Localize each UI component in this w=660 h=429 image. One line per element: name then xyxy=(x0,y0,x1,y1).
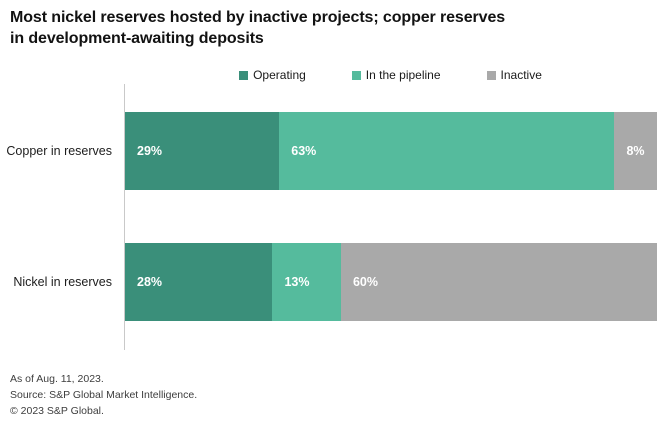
bar-segment-in-the-pipeline: 13% xyxy=(272,243,341,321)
bar-value-label: 13% xyxy=(284,275,310,289)
bar-segment-in-the-pipeline: 63% xyxy=(279,112,615,190)
stacked-bar: 28% 13% 60% xyxy=(125,243,657,321)
y-axis-line xyxy=(124,84,125,350)
legend-swatch-in-the-pipeline xyxy=(351,70,361,80)
chart-title-line-2: in development-awaiting deposits xyxy=(10,30,264,47)
bar-value-label: 8% xyxy=(626,144,645,158)
legend-swatch-inactive xyxy=(486,70,496,80)
bar-row-copper-in-reserves: Copper in reserves 29% 63% 8% xyxy=(0,112,660,190)
plot-area: Copper in reserves 29% 63% 8% Nickel in rese… xyxy=(0,84,660,350)
bar-segment-operating: 28% xyxy=(125,243,273,321)
bar-value-label: 29% xyxy=(137,144,163,158)
footnote-copyright: © 2023 S&P Global. xyxy=(10,405,104,417)
chart-title: Most nickel reserves hosted by inactive … xyxy=(10,7,610,49)
footnote: As of Aug. 11, 2023. Source: S&P Global … xyxy=(10,371,197,419)
legend-item-in-the-pipeline: In the pipeline xyxy=(351,68,441,82)
footnote-as-of: As of Aug. 11, 2023. xyxy=(10,373,104,385)
legend-label: Inactive xyxy=(500,68,542,82)
legend-swatch-operating xyxy=(239,70,249,80)
category-label: Copper in reserves xyxy=(6,144,112,158)
legend-item-inactive: Inactive xyxy=(486,68,542,82)
chart-title-line-1: Most nickel reserves hosted by inactive … xyxy=(10,9,506,26)
stacked-bar: 29% 63% 8% xyxy=(125,112,657,190)
legend: Operating In the pipeline Inactive xyxy=(124,66,657,84)
legend-label: Operating xyxy=(253,68,306,82)
legend-label: In the pipeline xyxy=(365,68,441,82)
footnote-source: Source: S&P Global Market Intelligence. xyxy=(10,389,198,401)
bar-value-label: 28% xyxy=(137,275,163,289)
bar-segment-operating: 29% xyxy=(125,112,280,190)
bar-segment-inactive: 8% xyxy=(614,112,657,190)
category-label: Nickel in reserves xyxy=(13,275,112,289)
bar-row-nickel-in-reserves: Nickel in reserves 28% 13% 60% xyxy=(0,243,660,321)
bar-value-label: 63% xyxy=(291,144,317,158)
legend-item-operating: Operating xyxy=(239,68,306,82)
bar-value-label: 60% xyxy=(352,275,378,289)
bar-segment-inactive: 60% xyxy=(340,243,657,321)
